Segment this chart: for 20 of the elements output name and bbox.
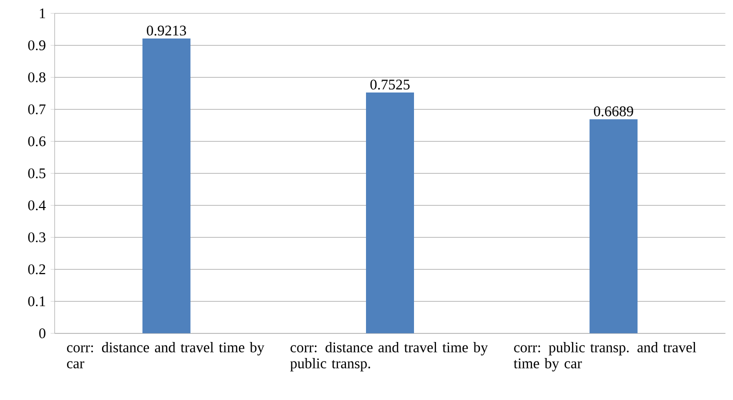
y-tick-label: 0: [39, 328, 46, 338]
y-tick-label: 0.5: [28, 168, 46, 178]
y-tick-label: 0.3: [28, 232, 46, 242]
y-tick-label: 0.2: [28, 264, 46, 274]
data-label: 0.7525: [370, 80, 410, 90]
data-label: 0.9213: [146, 26, 186, 36]
x-tick-label: corr: distance and travel time by public transp.: [290, 342, 488, 372]
y-tick-label: 0.4: [28, 200, 46, 210]
y-tick-label: 0.6: [28, 136, 46, 146]
x-tick-label: corr: distance and travel time by car: [67, 342, 264, 368]
bar: [142, 38, 190, 334]
y-tick-label: 0.1: [28, 296, 46, 306]
y-tick-label: 0.7: [28, 104, 46, 114]
y-tick-label: 1: [40, 8, 46, 18]
bar: [590, 119, 638, 334]
y-tick-label: 0.8: [28, 72, 46, 82]
y-tick-label: 0.9: [28, 40, 46, 50]
data-label: 0.6689: [594, 106, 634, 116]
bar: [366, 92, 414, 334]
x-tick-label: corr: public transp. and travel time by car: [514, 342, 696, 372]
